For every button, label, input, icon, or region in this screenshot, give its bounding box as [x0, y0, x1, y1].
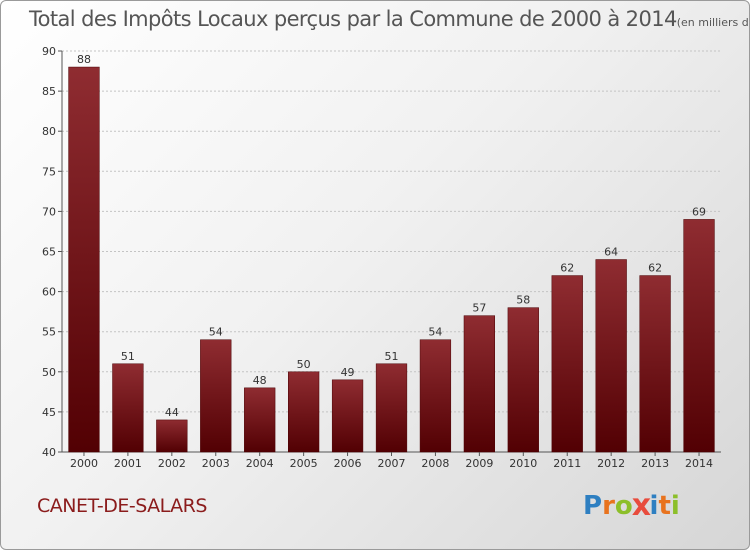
bar-2000: [68, 66, 100, 453]
bar-value-label: 48: [253, 374, 267, 387]
bar-2013: [639, 275, 671, 453]
y-tick-label: 45: [42, 406, 56, 419]
bar-2007: [375, 363, 408, 453]
x-tick-label: 2010: [509, 457, 537, 470]
x-tick-label: 2004: [246, 457, 274, 470]
bar-2011: [551, 275, 583, 453]
logo-letter: P: [583, 491, 603, 521]
bar-2010: [507, 307, 539, 453]
bar-value-label: 50: [297, 358, 311, 371]
y-tick-label: 55: [42, 326, 56, 339]
proxiti-logo: Proxiti: [583, 488, 680, 524]
bar-2008: [419, 339, 452, 453]
bar-2001: [112, 363, 144, 453]
bar-value-label: 57: [472, 302, 486, 315]
commune-name: CANET-DE-SALARS: [37, 495, 207, 517]
y-tick-label: 50: [42, 366, 56, 379]
logo-letter: t: [658, 491, 671, 521]
bar-2003: [200, 339, 232, 453]
bar-value-label: 51: [385, 350, 399, 363]
logo-letter: o: [614, 491, 633, 521]
bar-value-label: 64: [604, 246, 618, 259]
logo-letter: x: [631, 488, 651, 524]
logo-letter: i: [670, 491, 680, 521]
bar-value-label: 54: [428, 326, 442, 339]
bar-2006: [331, 379, 364, 453]
y-tick-label: 40: [42, 446, 56, 459]
chart-title: Total des Impôts Locaux perçus par la Co…: [29, 7, 749, 31]
bar-2002: [156, 419, 188, 453]
x-tick-label: 2003: [202, 457, 230, 470]
y-tick-label: 70: [42, 205, 56, 218]
bar-value-label: 62: [560, 262, 574, 275]
chart-subtitle: (en milliers d'€): [676, 16, 749, 29]
x-tick-label: 2013: [641, 457, 669, 470]
x-tick-label: 2005: [290, 457, 318, 470]
bar-value-label: 54: [209, 326, 223, 339]
bar-value-label: 44: [165, 406, 179, 419]
x-tick-label: 2002: [158, 457, 186, 470]
y-tick-label: 75: [42, 165, 56, 178]
x-tick-label: 2007: [378, 457, 406, 470]
x-tick-label: 2011: [553, 457, 581, 470]
chart-title-text: Total des Impôts Locaux perçus par la Co…: [29, 7, 677, 31]
bar-2004: [244, 387, 276, 453]
y-tick-label: 90: [42, 45, 56, 58]
bar-value-label: 69: [692, 205, 706, 218]
x-tick-label: 2012: [597, 457, 625, 470]
bar-2012: [595, 259, 627, 453]
y-tick-label: 65: [42, 246, 56, 259]
bar-2014: [683, 219, 715, 453]
y-tick-label: 85: [42, 85, 56, 98]
x-tick-label: 2000: [70, 457, 98, 470]
logo-letter: i: [649, 491, 659, 521]
x-tick-label: 2014: [685, 457, 713, 470]
bar-value-label: 88: [77, 53, 91, 66]
bar-value-label: 62: [648, 262, 662, 275]
bar-value-label: 58: [516, 294, 530, 307]
x-tick-label: 2001: [114, 457, 142, 470]
bar-value-label: 49: [341, 366, 355, 379]
y-tick-label: 80: [42, 125, 56, 138]
bar-value-label: 51: [121, 350, 135, 363]
x-tick-label: 2009: [465, 457, 493, 470]
bar-2005: [288, 371, 320, 453]
x-tick-label: 2008: [421, 457, 449, 470]
y-tick-label: 60: [42, 286, 56, 299]
bar-2009: [463, 315, 495, 453]
logo-letter: r: [602, 491, 615, 521]
x-tick-label: 2006: [334, 457, 362, 470]
